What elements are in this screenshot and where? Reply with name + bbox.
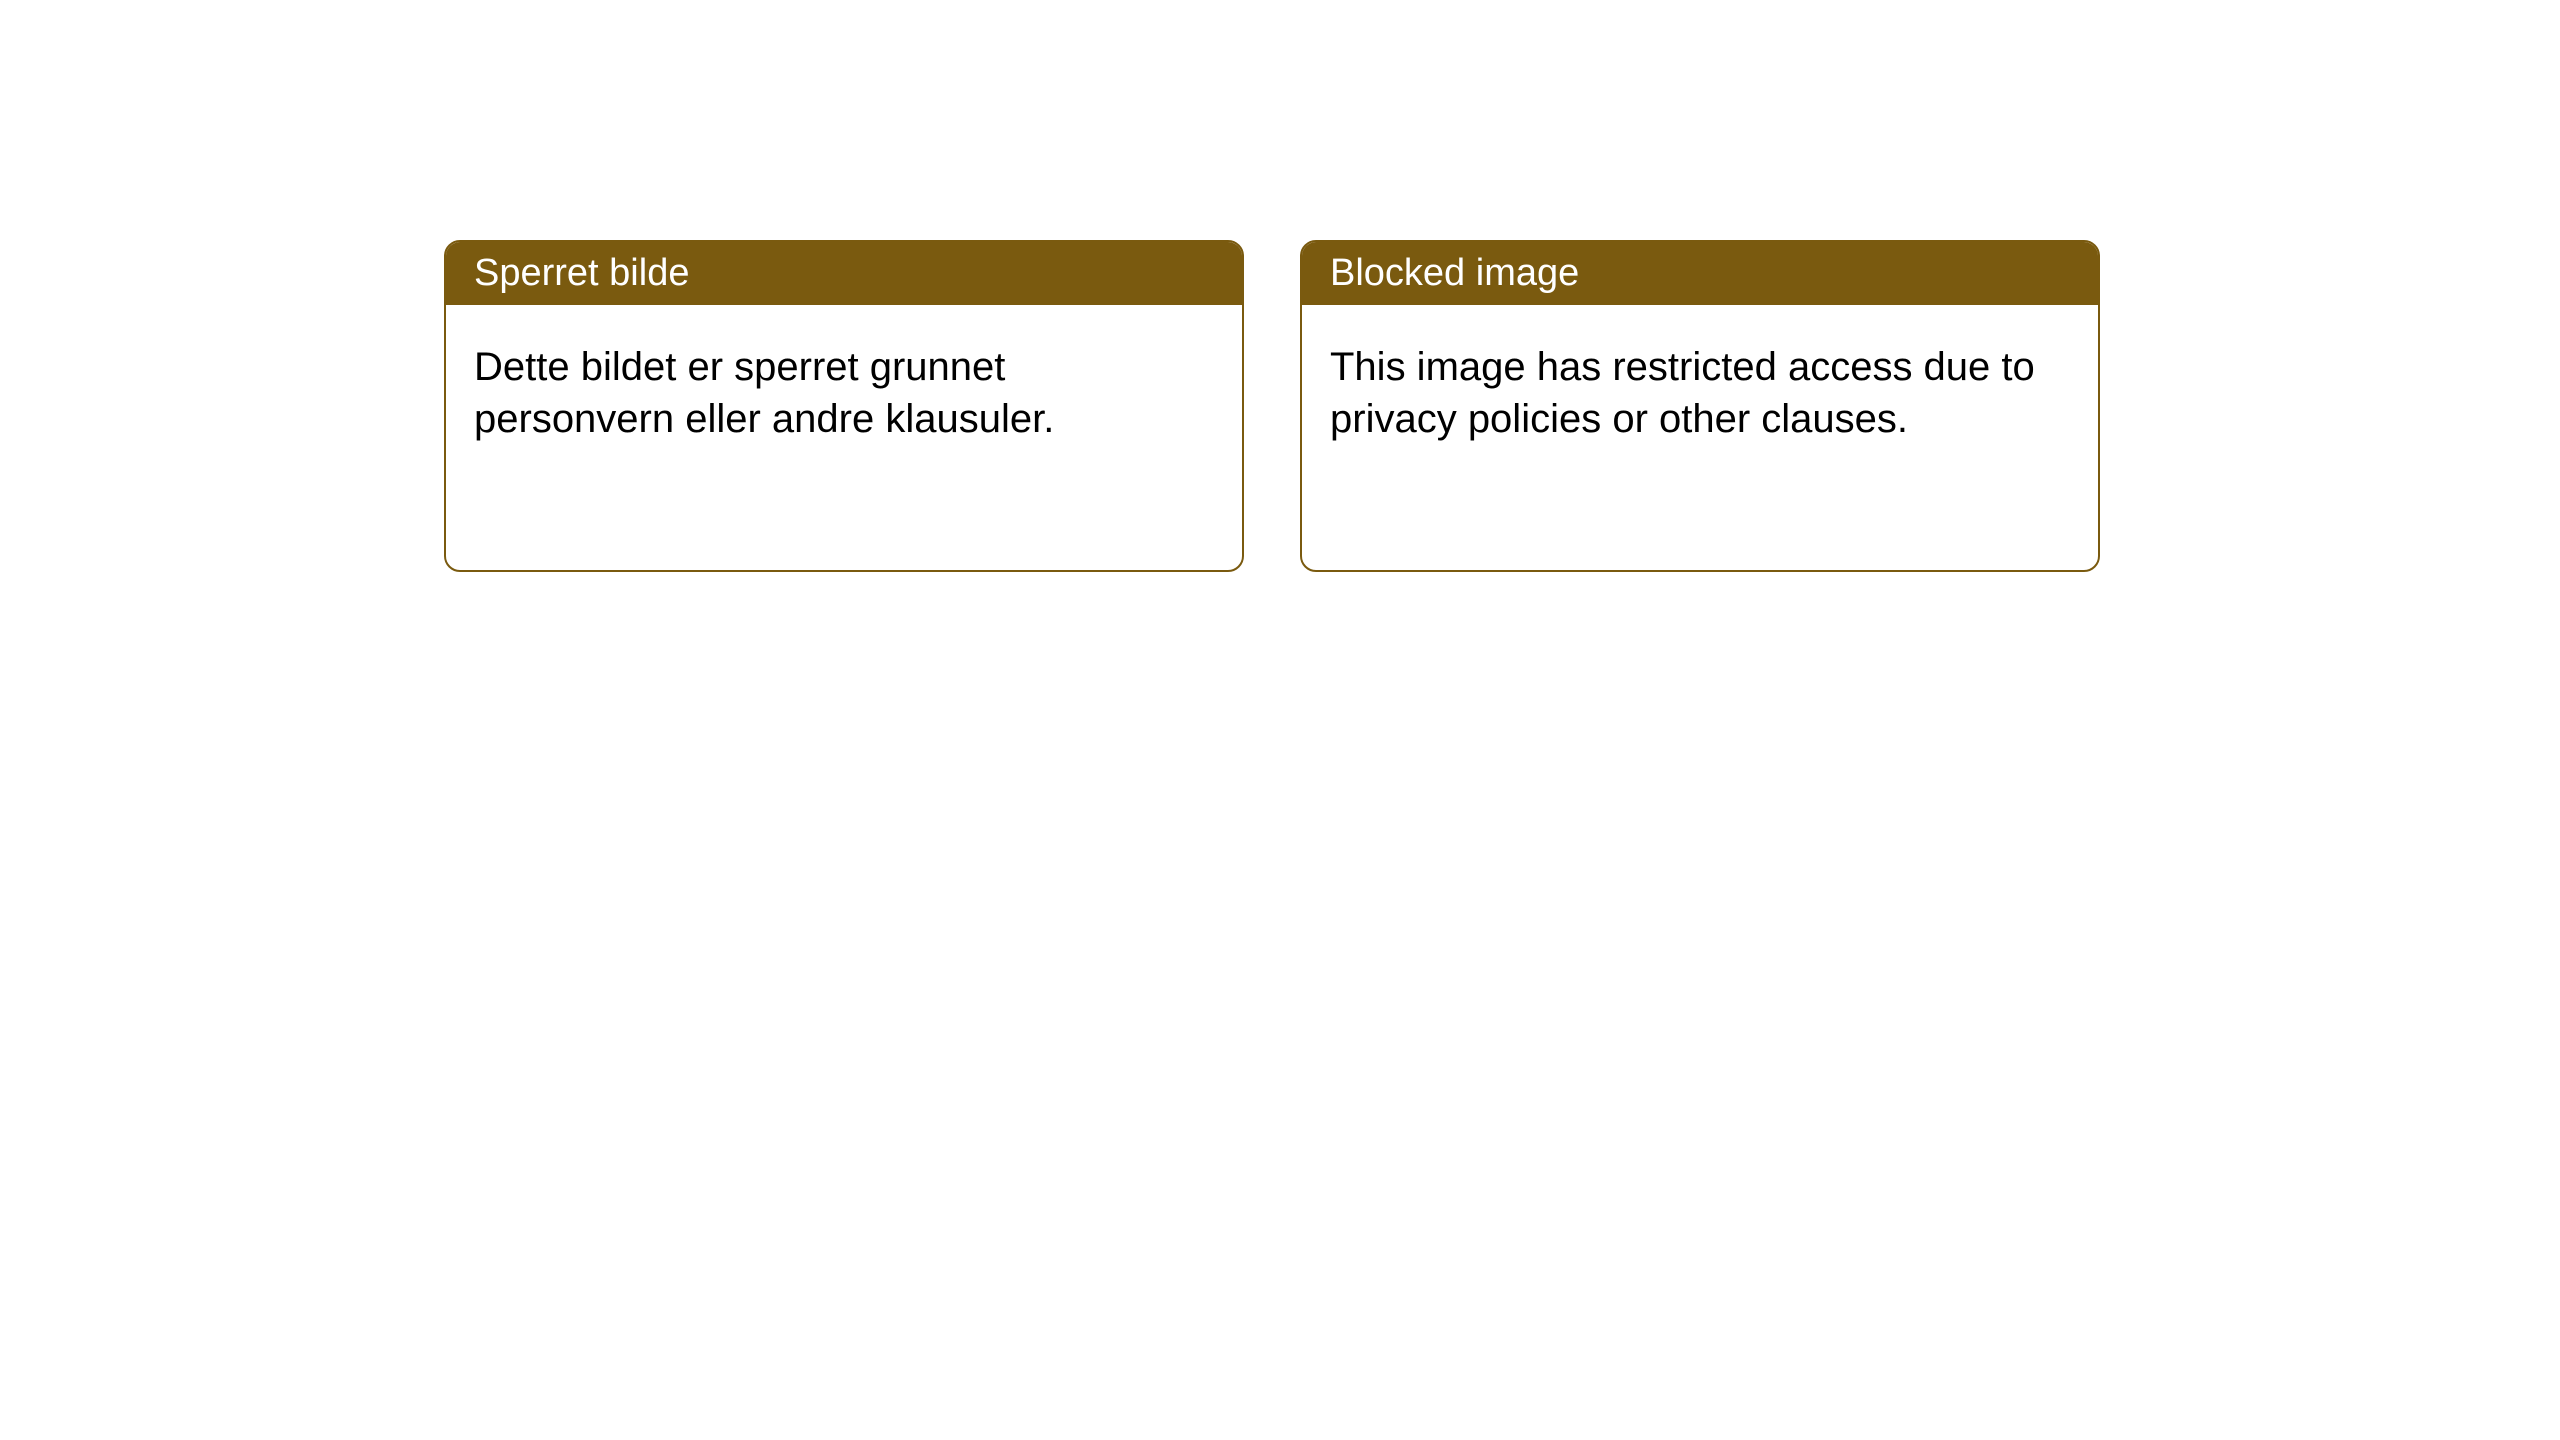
card-body-no: Dette bildet er sperret grunnet personve… xyxy=(446,305,1242,481)
notice-container: Sperret bilde Dette bildet er sperret gr… xyxy=(0,0,2560,572)
card-text-en: This image has restricted access due to … xyxy=(1330,345,2035,441)
card-header-no: Sperret bilde xyxy=(446,242,1242,305)
card-header-en: Blocked image xyxy=(1302,242,2098,305)
card-title-no: Sperret bilde xyxy=(474,252,689,294)
card-body-en: This image has restricted access due to … xyxy=(1302,305,2098,481)
card-text-no: Dette bildet er sperret grunnet personve… xyxy=(474,345,1054,441)
card-title-en: Blocked image xyxy=(1330,252,1579,294)
blocked-image-card-en: Blocked image This image has restricted … xyxy=(1300,240,2100,572)
blocked-image-card-no: Sperret bilde Dette bildet er sperret gr… xyxy=(444,240,1244,572)
